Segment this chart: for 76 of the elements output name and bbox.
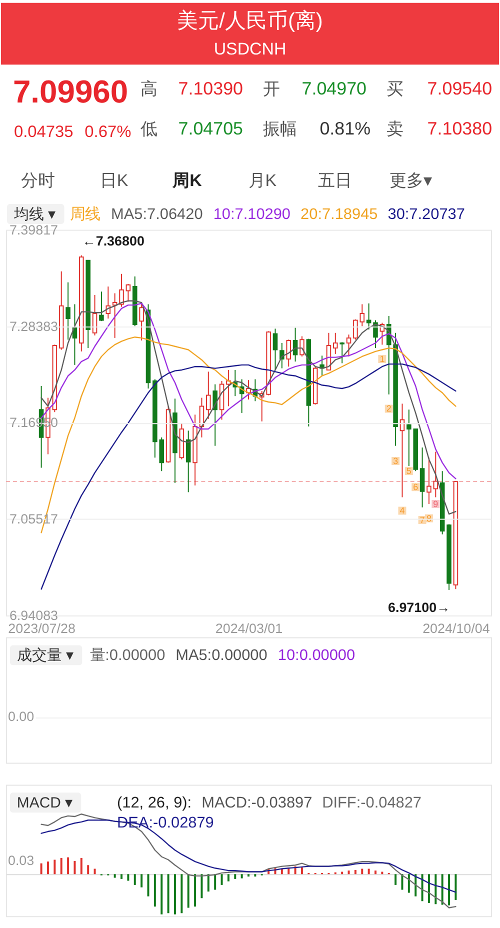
chart-title: 均线 ▾ [12,206,56,223]
annotation: 4 [400,506,405,516]
text: 10:7.10290 [213,206,291,223]
candlestick [286,339,291,368]
text: 卖 [386,119,404,138]
annotation: 6 [413,482,418,492]
candlestick [66,282,70,340]
text: 买 [386,79,404,98]
text: 成交量 ▾ [16,647,74,664]
candlestick [126,284,131,302]
candlestick [139,302,144,341]
text: 月K [248,171,278,190]
chart-subtitle: MACD:-0.03897 [202,794,312,812]
text: 0.00 [8,708,34,724]
text: 0.81% [320,118,371,138]
text: 高 [140,79,158,98]
annotation: 5 [406,466,412,476]
legend-title: (12, 26, 9): [116,794,192,812]
candlestick [300,336,304,357]
series-label: DEA:-0.02879 [116,814,214,832]
text: 量:0.00000 [90,647,166,664]
text: MA5:0.00000 [176,647,268,664]
candlestick [272,328,278,370]
annotation: 3 [393,456,398,466]
text: 7.04970 [302,78,367,98]
x-tick-label: 2024/03/01 [215,620,283,636]
annotation: 9 [433,498,438,509]
chart-title: MACD ▾ [16,794,74,812]
y-tick-label: 6.94083 [9,608,58,623]
text: 美元/人民币(离) [177,10,323,33]
annotation: 6.97100→ [388,600,450,615]
annotation: 2 [386,404,392,414]
annotation: 1 [380,354,385,364]
candlestick [420,447,425,508]
candlestick [99,291,104,322]
text: 7.04705 [178,118,244,138]
candlestick [366,302,372,330]
text: 0.04735 [14,122,74,141]
text: 20:7.18945 [300,206,378,223]
candlestick [433,451,438,498]
candlestick [346,334,352,357]
candlestick [340,342,344,364]
text: 五日 [318,171,352,190]
text: 周K [172,171,203,190]
text: 日K [100,171,129,190]
text: 开 [262,79,280,98]
annotation: 7 [420,514,425,525]
candlestick [92,294,98,336]
candlestick [112,292,118,338]
candlestick [186,430,191,493]
text: 7.10380 [427,118,492,138]
y-tick-label: 7.28383 [9,318,58,334]
text: DIFF:-0.04827 [322,794,422,812]
legend-title: 周线 [70,206,100,223]
text: 7.10390 [178,78,244,98]
text: 10:0.00000 [278,647,356,664]
text: 更多▾ [389,171,432,190]
text: 分时 [20,171,55,190]
x-tick-label: 2024/10/04 [422,620,490,636]
candlestick [426,457,432,504]
text: USDCNH [214,40,286,59]
text: 低 [140,119,158,138]
annotation: ←7.36800 [82,233,144,248]
text: 30:7.20737 [388,206,465,223]
text: 7.09540 [427,78,492,98]
annotation: 0.03 [8,853,34,868]
candlestick [212,384,218,446]
candlestick [119,273,124,308]
x-tick-label: 2023/07/28 [8,620,76,636]
text: MA5:7.06420 [111,206,203,223]
candlestick [333,332,338,354]
text: 0.67% [84,122,132,141]
text: 7.09960 [12,73,128,110]
y-tick-label: 7.39817 [9,222,58,238]
text: 振幅 [262,119,297,138]
candlestick [206,371,211,420]
